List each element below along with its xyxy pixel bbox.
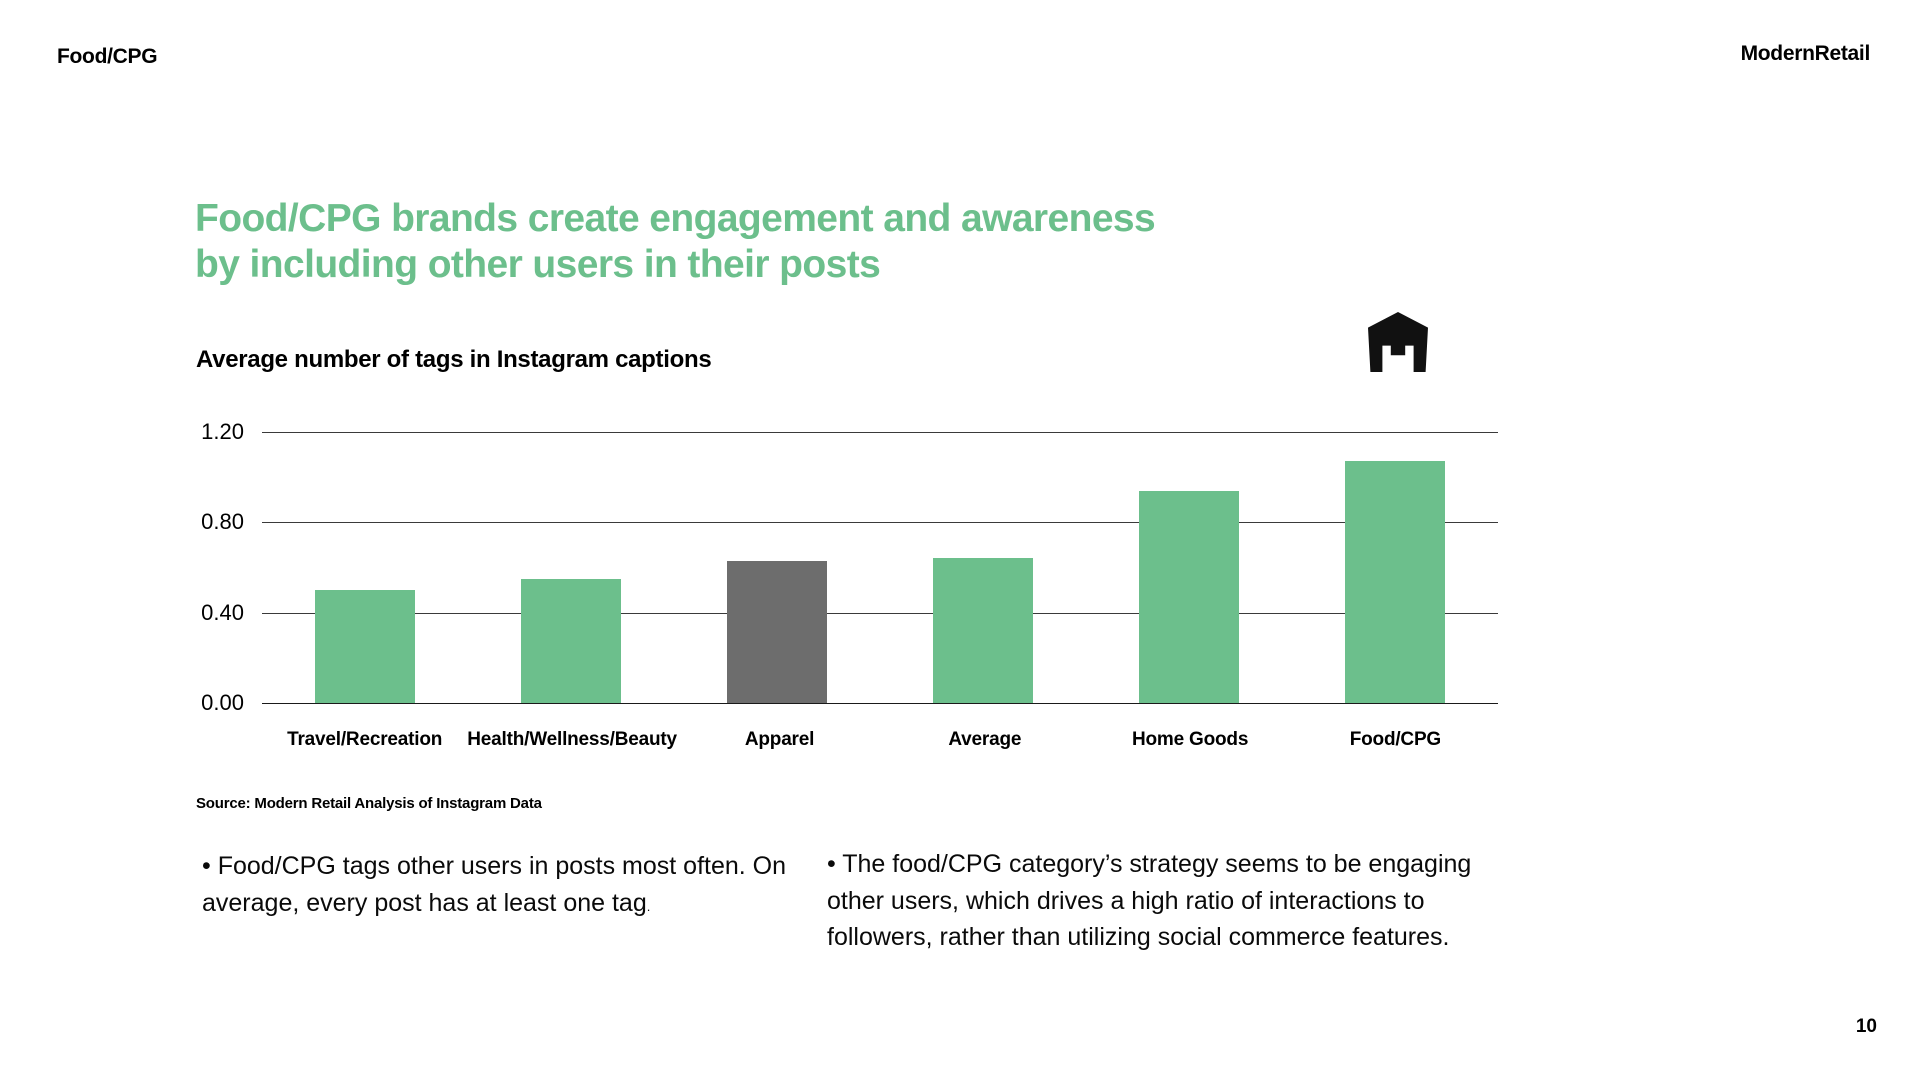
x-axis-label: Travel/Recreation bbox=[287, 729, 443, 750]
modern-retail-logo-icon bbox=[1368, 312, 1428, 372]
bar-apparel bbox=[727, 560, 827, 703]
gridline bbox=[262, 612, 1498, 614]
bullet-right: • The food/CPG category’s strategy seems… bbox=[827, 850, 1472, 951]
bar-slot bbox=[468, 432, 674, 703]
gridline bbox=[262, 432, 1498, 433]
section-label: Food/CPG bbox=[57, 45, 158, 68]
x-axis-baseline bbox=[262, 703, 1498, 704]
source-note: Source: Modern Retail Analysis of Instag… bbox=[196, 795, 542, 812]
chart-title: Average number of tags in Instagram capt… bbox=[196, 346, 712, 373]
x-axis-label: Food/CPG bbox=[1349, 729, 1442, 750]
x-axis-label: Home Goods bbox=[1131, 729, 1249, 750]
bullet-left: • Food/CPG tags other users in posts mos… bbox=[202, 848, 802, 925]
slide-title-line2: by including other users in their posts bbox=[195, 243, 881, 286]
y-axis-tick-label: 0.80 bbox=[201, 509, 244, 535]
x-axis-label: Health/Wellness/Beauty bbox=[467, 729, 677, 750]
bar-slot bbox=[674, 432, 880, 703]
bar-health-wellness-beauty bbox=[521, 578, 621, 703]
gridline bbox=[262, 522, 1498, 524]
bar-slot bbox=[262, 432, 468, 703]
bar-food-cpg bbox=[1345, 461, 1445, 703]
brand-wordmark: ModernRetail bbox=[1740, 42, 1871, 65]
y-axis-tick-label: 0.00 bbox=[201, 690, 244, 715]
page-number: 10 bbox=[1855, 1016, 1877, 1037]
bars-row bbox=[262, 432, 1498, 703]
bar-average bbox=[933, 558, 1033, 703]
slide-title-line1: Food/CPG brands create engagement and aw… bbox=[195, 197, 1156, 240]
bar-slot bbox=[1292, 432, 1498, 703]
slide-title: Food/CPG brands create engagement and aw… bbox=[195, 196, 1295, 288]
bullet-left-text: • Food/CPG tags other users in posts mos… bbox=[202, 852, 787, 917]
y-axis-tick-label: 1.20 bbox=[201, 419, 244, 444]
bar-slot bbox=[1086, 432, 1292, 703]
bar-chart: 1.20 0.80 0.40 0.00 Travel/Recreation Health… bbox=[201, 419, 1498, 750]
bar-home-goods bbox=[1139, 490, 1239, 703]
x-axis-label: Average bbox=[948, 729, 1022, 750]
x-axis-labels: Travel/Recreation Health/Wellness/Beauty A… bbox=[262, 729, 1498, 751]
bar-travel-recreation bbox=[315, 590, 415, 703]
bar-slot bbox=[880, 432, 1086, 703]
bullet-left-period: . bbox=[646, 898, 651, 914]
x-axis-label: Apparel bbox=[744, 729, 815, 750]
y-axis-tick-label: 0.40 bbox=[201, 599, 244, 625]
